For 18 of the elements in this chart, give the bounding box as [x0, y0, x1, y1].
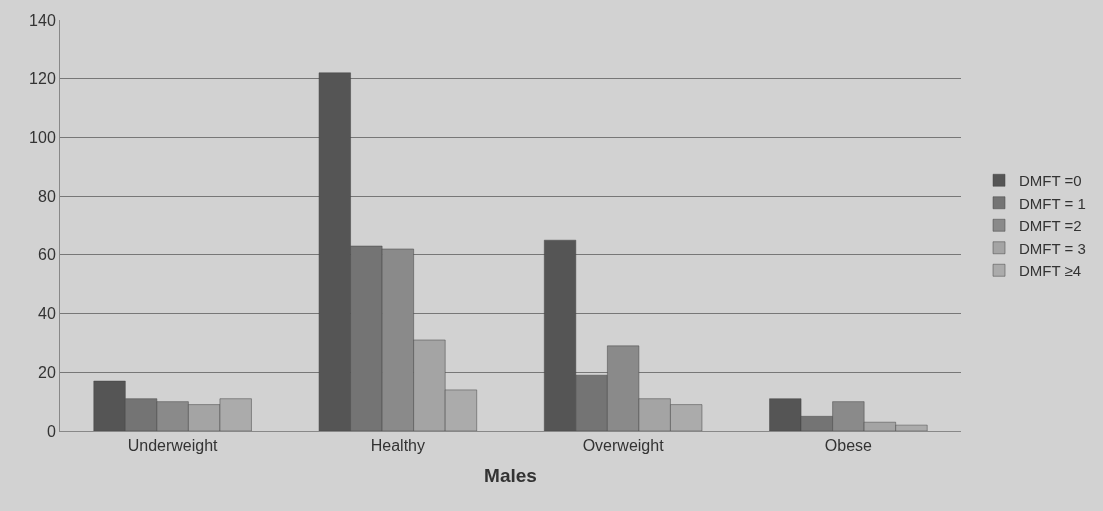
x-tick-label: Healthy [370, 437, 426, 455]
y-tick-label: 20 [38, 363, 56, 381]
y-tick-label: 100 [29, 129, 56, 147]
y-tick-label: 80 [38, 187, 56, 205]
x-tick-label: Obese [824, 437, 873, 455]
legend-label: DMFT ≥4 [1019, 262, 1082, 280]
x-tick-label: Underweight [127, 437, 219, 455]
y-tick-label: 40 [38, 305, 56, 323]
x-tick-label: Overweight [582, 437, 665, 455]
y-tick-label: 60 [38, 246, 56, 264]
y-tick-label: 140 [29, 11, 56, 29]
legend-label: DMFT = 1 [1019, 194, 1086, 212]
legend-label: DMFT =0 [1019, 172, 1082, 190]
legend-label: DMFT = 3 [1019, 239, 1086, 257]
y-tick-label: 120 [29, 70, 56, 88]
x-axis-title: Males [484, 465, 537, 486]
legend-label: DMFT =2 [1019, 217, 1082, 235]
y-tick-label: 0 [46, 422, 56, 440]
